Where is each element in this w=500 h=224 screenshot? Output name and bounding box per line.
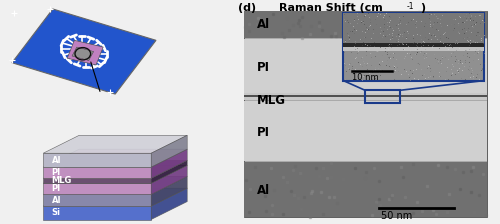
Bar (43, 178, 151, 183)
Bar (344, 13, 484, 81)
Bar (344, 47, 484, 51)
Polygon shape (151, 177, 187, 206)
Text: -1: -1 (407, 2, 414, 11)
Polygon shape (151, 160, 187, 183)
Polygon shape (151, 149, 187, 178)
Text: 10 nm: 10 nm (352, 73, 378, 82)
Bar (43, 167, 151, 178)
Polygon shape (72, 47, 94, 60)
Polygon shape (43, 177, 187, 194)
Text: PI: PI (257, 61, 270, 74)
Text: Al: Al (257, 18, 270, 31)
Polygon shape (43, 149, 187, 167)
Polygon shape (151, 135, 187, 167)
Bar (365, 90, 400, 103)
Text: MLG: MLG (52, 176, 72, 185)
Text: Raman Shift (cm: Raman Shift (cm (278, 3, 382, 13)
Bar (43, 194, 151, 206)
Polygon shape (43, 165, 187, 183)
Polygon shape (43, 188, 187, 206)
Bar (244, 11, 486, 38)
Text: Al: Al (52, 156, 61, 165)
Bar (244, 95, 486, 97)
Text: Al: Al (257, 184, 270, 197)
Polygon shape (12, 9, 156, 94)
Bar (344, 13, 484, 44)
Polygon shape (151, 165, 187, 194)
Polygon shape (43, 135, 187, 153)
Bar (244, 39, 486, 93)
Bar (43, 153, 151, 167)
Text: (d): (d) (238, 3, 256, 13)
Text: Si: Si (52, 208, 60, 217)
Polygon shape (43, 160, 187, 178)
Bar (344, 43, 484, 48)
Bar (43, 206, 151, 220)
Bar (244, 101, 486, 161)
Text: PI: PI (257, 126, 270, 139)
Polygon shape (67, 40, 103, 65)
Text: PI: PI (52, 168, 60, 177)
Text: MLG: MLG (257, 94, 286, 107)
Bar (43, 183, 151, 194)
Bar (244, 162, 486, 217)
Text: Al: Al (52, 196, 61, 205)
Polygon shape (151, 188, 187, 220)
Text: ): ) (420, 3, 426, 13)
Bar (244, 93, 486, 100)
Text: 50 nm: 50 nm (381, 211, 412, 221)
Text: PI: PI (52, 184, 60, 193)
